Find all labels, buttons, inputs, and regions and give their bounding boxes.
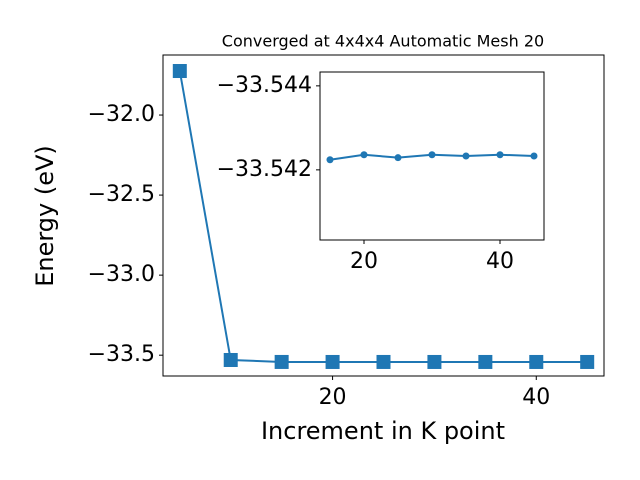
marker [428,151,436,159]
y-axis-label: Energy (eV) [31,145,59,287]
y-tick-label: −33.5 [88,342,155,367]
y-tick-label: −32.0 [88,102,155,127]
marker [530,152,538,160]
marker [394,154,402,162]
marker [223,352,238,367]
x-tick-label: 40 [522,385,550,410]
marker [427,354,442,369]
y-tick-label: −33.542 [217,157,312,182]
x-tick-label: 40 [486,249,514,274]
marker [580,354,595,369]
marker [172,64,187,79]
marker [462,152,470,160]
marker [376,354,391,369]
marker [496,151,504,159]
x-tick-label: 20 [319,385,347,410]
marker [478,354,493,369]
marker [274,354,289,369]
x-axis-label: Increment in K point [261,417,505,445]
y-tick-label: −33.544 [217,73,312,98]
marker [325,354,340,369]
y-tick-label: −32.5 [88,182,155,207]
x-tick-label: 20 [350,249,378,274]
marker [360,151,368,159]
marker [529,354,544,369]
marker [326,156,334,164]
y-tick-label: −33.0 [88,262,155,287]
chart-title: Converged at 4x4x4 Automatic Mesh 20 [222,32,544,51]
